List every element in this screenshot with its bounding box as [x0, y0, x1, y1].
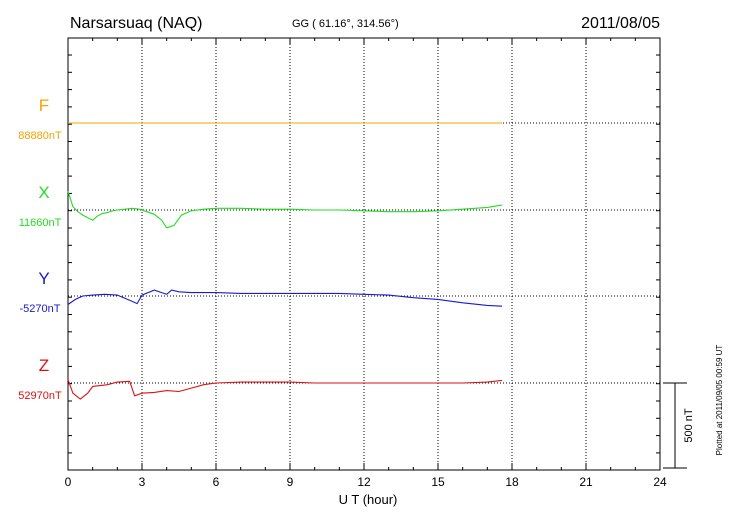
x-axis-label: U T (hour): [339, 492, 398, 507]
series-name-x: X: [38, 183, 49, 202]
scale-bar-label: 500 nT: [683, 408, 695, 443]
series-line-z: [67, 379, 503, 400]
plotted-at-note: Plotted at 2011/09/05 00:59 UT: [715, 345, 724, 456]
x-tick-label: 6: [213, 475, 220, 489]
series-baseline-value-z: 52970nT: [18, 390, 62, 402]
series-name-y: Y: [38, 269, 49, 288]
axis-ticks: 0 3 6 9 12 15 18 21 24: [65, 38, 667, 489]
series-name-f: F: [39, 96, 49, 115]
x-tick-label: 21: [579, 475, 593, 489]
x-tick-label: 3: [139, 475, 146, 489]
grid: [68, 38, 660, 470]
coordinates-label: GG ( 61.16°, 314.56°): [292, 18, 399, 30]
x-tick-label: 15: [431, 475, 445, 489]
series-line-y: [67, 289, 503, 307]
series-baseline-value-y: -5270nT: [20, 303, 61, 315]
series-baseline-value-f: 88880nT: [18, 130, 62, 142]
series-baseline-value-x: 11660nT: [19, 217, 62, 229]
series-group: [67, 122, 503, 400]
x-tick-label: 18: [505, 475, 519, 489]
scale-bar: 500 nT: [663, 382, 695, 469]
series-name-z: Z: [39, 356, 49, 375]
station-title: Narsarsuaq (NAQ): [70, 15, 202, 32]
x-tick-label: 0: [65, 475, 72, 489]
date-label: 2011/08/05: [581, 15, 660, 32]
x-tick-label: 12: [357, 475, 371, 489]
x-tick-label: 24: [653, 475, 667, 489]
x-tick-label: 9: [287, 475, 294, 489]
series-line-x: [67, 191, 503, 229]
series-labels: F 88880nT X 11660nT Y -5270nT Z 52970nT: [18, 96, 62, 402]
